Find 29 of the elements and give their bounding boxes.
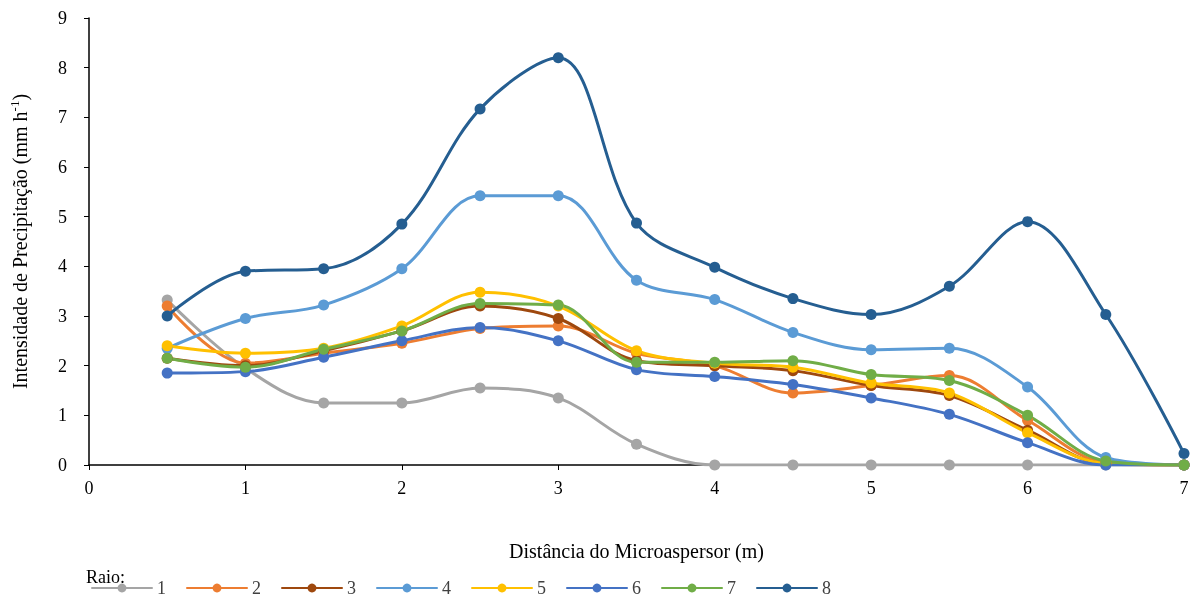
x-tick-label: 3 xyxy=(553,478,563,498)
y-tick-label: 2 xyxy=(58,355,67,376)
x-tick-label: 4 xyxy=(710,478,720,498)
legend-title: Raio: xyxy=(86,567,125,587)
y-tick-label: 7 xyxy=(58,107,67,128)
y-tick-label: 0 xyxy=(58,455,67,475)
y-tick-label: 3 xyxy=(58,306,67,326)
legend-label: 4 xyxy=(442,578,451,598)
legend-label: 6 xyxy=(632,578,641,598)
legend-label: 5 xyxy=(537,578,546,598)
y-tick-label: 6 xyxy=(58,157,67,177)
x-axis-title: Distância do Microaspersor (m) xyxy=(509,540,764,563)
x-tick-label: 7 xyxy=(1179,478,1189,498)
legend-label: 2 xyxy=(252,578,261,598)
y-tick-label: 1 xyxy=(58,405,67,426)
y-tick-label: 9 xyxy=(58,8,67,28)
legend-label: 7 xyxy=(727,578,736,598)
x-tick-label: 5 xyxy=(866,478,876,498)
y-tick-label: 8 xyxy=(58,57,67,78)
y-axis-title: Intensidade de Precipitação (mm h-1) xyxy=(7,93,32,390)
legend-label: 8 xyxy=(822,578,831,598)
x-tick-label: 2 xyxy=(397,478,407,498)
x-tick-label: 1 xyxy=(240,478,250,498)
y-tick-label: 4 xyxy=(58,256,67,277)
x-tick-label: 0 xyxy=(84,478,94,498)
legend-label: 1 xyxy=(157,578,166,598)
x-tick-label: 6 xyxy=(1023,478,1033,498)
legend-label: 3 xyxy=(347,578,356,598)
y-tick-label: 5 xyxy=(58,206,67,227)
